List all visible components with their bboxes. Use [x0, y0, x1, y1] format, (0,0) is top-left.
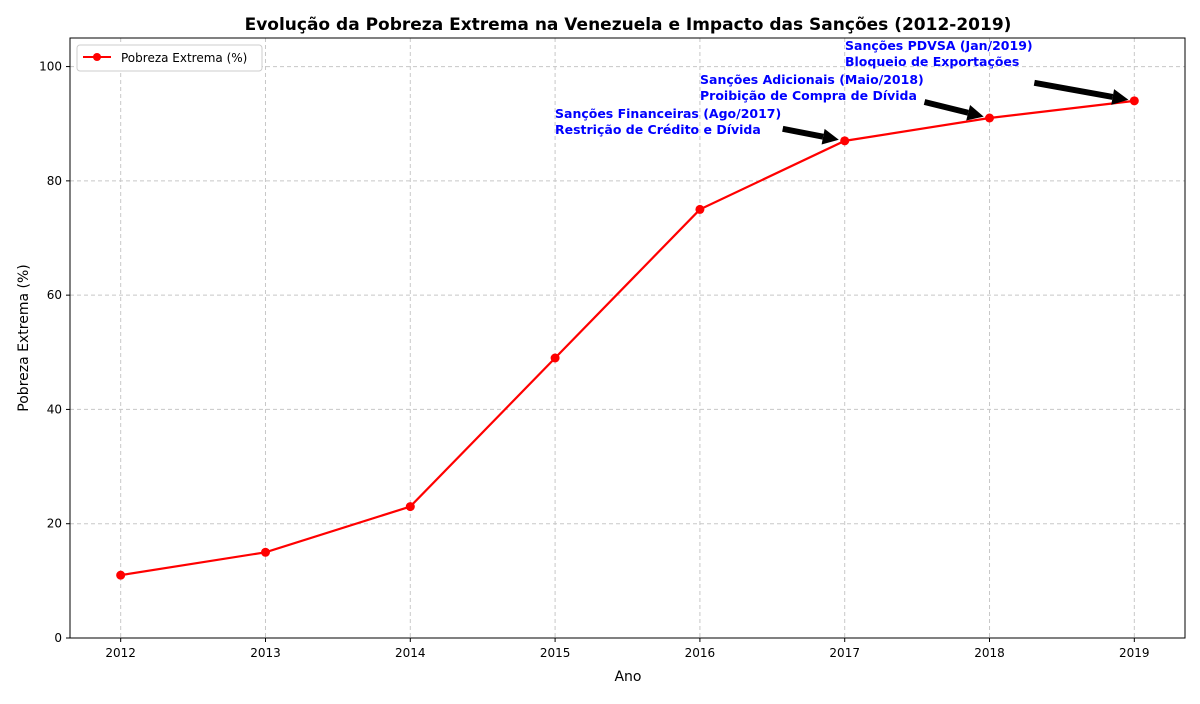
y-tick-label: 100: [39, 60, 62, 74]
annotations: Sanções Financeiras (Ago/2017)Restrição …: [555, 38, 1129, 145]
annotation-arrow-head: [821, 128, 839, 145]
data-point: [260, 547, 270, 557]
data-point: [116, 570, 126, 580]
data-point: [985, 113, 995, 123]
data-point: [405, 502, 415, 512]
x-tick-label: 2012: [105, 646, 136, 660]
x-axis-label: Ano: [614, 669, 641, 685]
data-point: [840, 136, 850, 146]
data-point: [695, 204, 705, 214]
x-tick-label: 2017: [829, 646, 860, 660]
y-tick-label: 20: [47, 517, 62, 531]
x-tick-label: 2013: [250, 646, 281, 660]
x-axis: 2012 2013 2014 2015 2016 2017 2018 2019: [105, 638, 1150, 660]
annotation-text: Proibição de Compra de Dívida: [700, 88, 917, 103]
annotation-text: Sanções Financeiras (Ago/2017): [555, 106, 781, 121]
y-tick-label: 0: [54, 631, 62, 645]
y-tick-label: 80: [47, 174, 62, 188]
y-tick-label: 40: [47, 402, 62, 416]
y-tick-label: 60: [47, 288, 62, 302]
y-axis: 0 20 40 60 80 100: [39, 60, 70, 645]
y-axis-label: Pobreza Extrema (%): [16, 264, 32, 411]
plot-frame: [69, 37, 1186, 639]
annotation-arrow-shaft: [782, 125, 824, 140]
legend-label: Pobreza Extrema (%): [121, 51, 247, 65]
legend-frame: [76, 44, 263, 72]
annotation-arrow-shaft: [923, 99, 969, 116]
annotation-arrow-head: [1111, 89, 1129, 105]
data-point: [550, 353, 560, 363]
x-tick-label: 2018: [974, 646, 1005, 660]
annotation-arrow-head: [966, 104, 984, 121]
x-tick-label: 2016: [685, 646, 716, 660]
annotation-text: Sanções PDVSA (Jan/2019): [845, 38, 1033, 53]
series: [116, 96, 1139, 580]
annotation-text: Sanções Adicionais (Maio/2018): [700, 72, 924, 87]
x-tick-label: 2015: [540, 646, 571, 660]
annotation-text: Bloqueio de Exportações: [845, 54, 1019, 69]
data-point: [1129, 96, 1139, 106]
chart-title: Evolução da Pobreza Extrema na Venezuela…: [245, 15, 1012, 35]
annotation-arrow-shaft: [1033, 79, 1114, 100]
legend-marker: [93, 53, 101, 61]
legend: Pobreza Extrema (%): [76, 44, 263, 72]
series-line: [120, 99, 1135, 577]
x-tick-label: 2019: [1119, 646, 1150, 660]
x-tick-label: 2014: [395, 646, 426, 660]
annotation-text: Restrição de Crédito e Dívida: [555, 122, 761, 137]
